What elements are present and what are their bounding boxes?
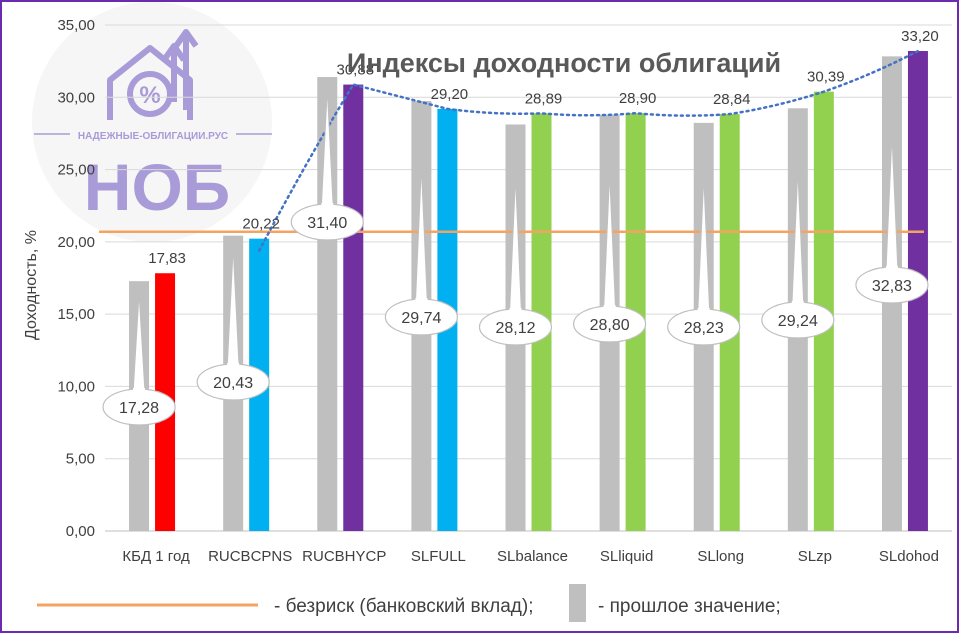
y-tick-label: 10,00 (57, 378, 95, 395)
x-tick-label: SLlong (697, 548, 744, 565)
callout-label: 31,40 (307, 215, 347, 232)
legend-swatch-previous (569, 584, 586, 622)
callout-label: 28,23 (684, 320, 724, 337)
x-axis-ticks: КБД 1 год RUCBCPNS RUCBHYCP SLFULL SLbalance… (122, 548, 939, 565)
callout-bubble: 28,80 (573, 173, 647, 343)
callout-joint (697, 308, 710, 314)
data-label-current: 28,90 (619, 90, 657, 107)
percent-circle (127, 71, 173, 117)
data-label-current: 20,22 (242, 216, 280, 233)
y-tick-label: 0,00 (66, 523, 95, 540)
y-tick-label: 30,00 (57, 89, 95, 106)
callout-bubble: 20,43 (196, 247, 270, 401)
y-tick-label: 35,00 (57, 17, 95, 34)
data-label-current: 29,20 (431, 86, 469, 103)
watermark-site: НАДЕЖНЫЕ-ОБЛИГАЦИИ.РУС (78, 131, 228, 142)
callout-label: 17,28 (119, 400, 159, 417)
callout-bubble: 29,74 (384, 166, 458, 336)
callout-bubble: 32,83 (855, 134, 929, 304)
callout-label: 29,74 (401, 310, 441, 327)
callout-label: 29,24 (778, 313, 818, 330)
y-tick-label: 20,00 (57, 234, 95, 251)
callout-label: 32,83 (872, 278, 912, 295)
data-label-current: 17,83 (148, 250, 186, 267)
chart-title: Индексы доходности облигаций (347, 48, 781, 78)
data-label-current: 28,89 (525, 90, 563, 107)
legend-label-risk-free: - безриск (банковский вклад); (274, 596, 534, 617)
arrow-up-1 (161, 43, 187, 102)
x-tick-label: RUCBHYCP (302, 548, 386, 565)
callout-joint (227, 363, 240, 369)
callout-label: 20,43 (213, 375, 253, 392)
data-label-current: 30,39 (807, 69, 845, 86)
callout-joint (133, 388, 146, 394)
x-tick-label: SLzp (798, 548, 832, 565)
x-tick-label: SLbalance (497, 548, 568, 565)
data-label-current: 28,84 (713, 91, 751, 108)
x-tick-label: SLFULL (411, 548, 466, 565)
trendline-path (257, 49, 920, 252)
house-outline (107, 45, 193, 120)
x-tick-label: SLliquid (600, 548, 653, 565)
trendline (257, 49, 920, 252)
watermark-logo: % НАДЕЖНЫЕ-ОБЛИГАЦИИ.РУС НОБ (32, 2, 272, 242)
previous-value-callouts: 17,28 20,43 31,40 29,74 28,12 28,80 28,23 29,24… (102, 89, 929, 426)
watermark-brand: НОБ (84, 150, 230, 224)
callout-joint (885, 266, 898, 272)
x-tick-label: КБД 1 год (122, 548, 190, 565)
callout-joint (321, 203, 334, 209)
callout-bubble: 17,28 (102, 293, 176, 426)
data-label-current: 30,88 (337, 62, 375, 79)
data-label-current: 33,20 (901, 28, 939, 45)
legend-label-previous: - прошлое значение; (598, 596, 781, 617)
callout-bubble: 29,24 (761, 169, 835, 339)
callout-label: 28,12 (495, 320, 535, 337)
y-tick-label: 15,00 (57, 306, 95, 323)
callout-bubble: 28,23 (667, 176, 741, 346)
current-value-labels: 17,83 20,22 30,88 29,20 28,89 28,90 28,84 30,39… (148, 28, 938, 267)
callout-joint (603, 305, 616, 311)
y-axis-label: Доходность, % (23, 230, 40, 340)
legend: - безриск (банковский вклад); - прошлое з… (37, 584, 781, 622)
bar-current (343, 84, 364, 532)
callout-label: 28,80 (590, 317, 630, 334)
x-tick-label: RUCBCPNS (208, 548, 292, 565)
percent-sign: % (139, 82, 160, 109)
callout-bubble: 28,12 (478, 176, 553, 346)
callout-joint (791, 301, 804, 307)
callout-joint (415, 298, 428, 304)
y-tick-label: 5,00 (66, 451, 95, 468)
x-tick-label: SLdohod (879, 548, 939, 565)
callout-joint (509, 308, 522, 314)
y-tick-label: 25,00 (57, 162, 95, 179)
watermark-disc (32, 2, 272, 242)
callout-bubble: 31,40 (290, 89, 364, 241)
y-axis-ticks: 0,00 5,00 10,00 15,00 20,00 25,00 30,00 35,00 (57, 17, 95, 540)
